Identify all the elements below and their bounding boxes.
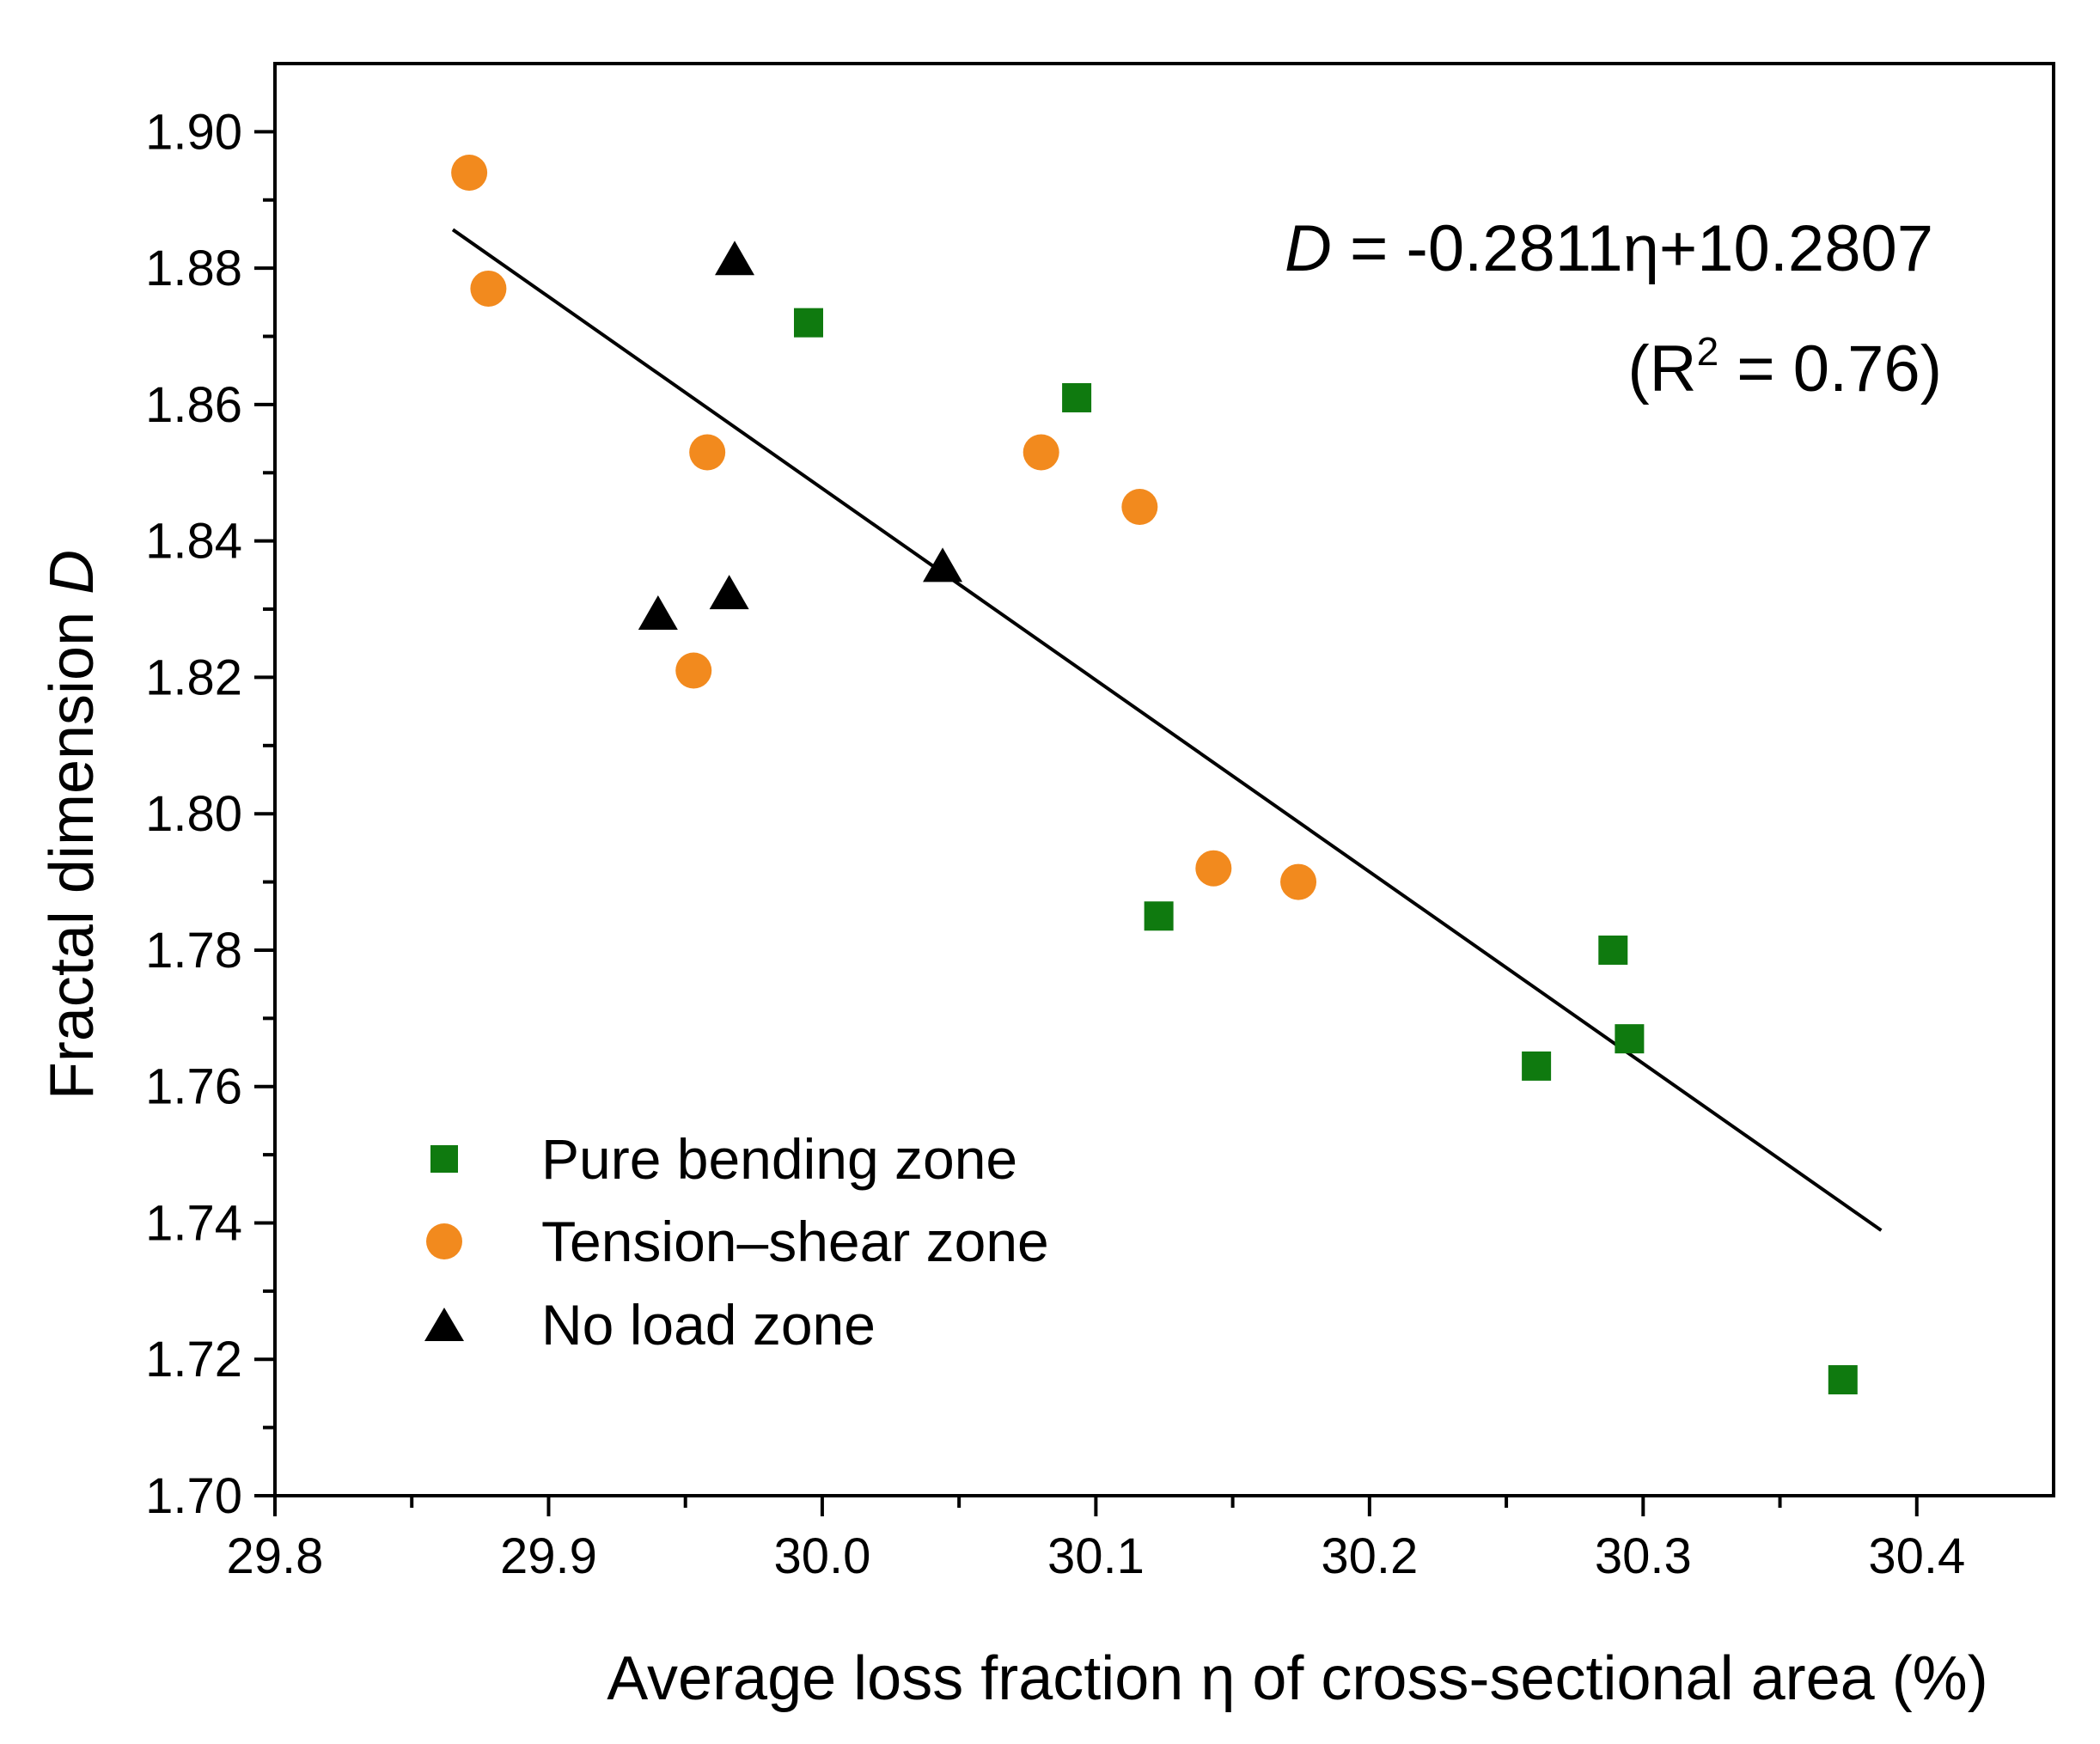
regression-line [451,228,1883,1232]
x-axis-title: Average loss fraction η of cross-section… [607,1644,1987,1713]
pure-bending-point [1828,1365,1858,1395]
tension-shear-point [1195,850,1232,887]
y-axis-title-variable: D [38,550,107,595]
y-tick-label: 1.72 [145,1332,242,1387]
r-squared-open: (R [1627,332,1696,406]
r-squared-close: = 0.76) [1718,332,1942,406]
y-axis-title-text: Fractal dimension [38,595,107,1100]
r-squared-label: (R2 = 0.76) [1627,329,1942,406]
equation-body: = -0.2811η+10.2807 [1332,212,1933,285]
tension-shear-point [689,434,726,471]
legend-marker-pure-bending [430,1145,458,1173]
y-tick-label: 1.82 [145,649,242,705]
x-tick-label: 30.3 [1595,1528,1692,1584]
x-tick-label: 30.2 [1321,1528,1418,1584]
legend-label-no-load: No load zone [541,1293,876,1357]
legend: Pure bending zone Tension–shear zone No … [424,1127,1049,1357]
data-points [451,155,1858,1395]
pure-bending-point [1144,901,1174,931]
y-axis-title: Fractal dimension D [38,550,107,1100]
pure-bending-point [794,308,823,338]
pure-bending-point [1615,1024,1645,1054]
no-load-point [638,595,678,630]
y-tick-label: 1.84 [145,514,242,570]
legend-marker-tension-shear [426,1223,462,1259]
fit-line-group [451,228,1883,1232]
pure-bending-point [1598,935,1628,965]
tension-shear-point [470,270,507,307]
legend-label-tension-shear: Tension–shear zone [541,1210,1049,1273]
y-tick-label: 1.80 [145,786,242,842]
tension-shear-point [1023,434,1059,471]
y-tick-label: 1.78 [145,923,242,979]
y-tick-label: 1.86 [145,377,242,433]
pure-bending-point [1062,382,1092,412]
tension-shear-point [1121,488,1158,525]
y-tick-label: 1.88 [145,241,242,296]
y-tick-label: 1.70 [145,1468,242,1524]
equation-label: D = -0.2811η+10.2807 [1285,212,1933,285]
x-tick-label: 30.1 [1047,1528,1145,1584]
x-tick-label: 30.0 [773,1528,870,1584]
x-tick-label: 29.8 [227,1528,324,1584]
y-tick-label: 1.90 [145,104,242,160]
tension-shear-point [1280,863,1317,900]
x-tick-label: 29.9 [500,1528,597,1584]
tension-shear-point [451,155,488,192]
axes: 29.8 29.9 30.0 30.1 30.2 30.3 30.4 1.70 1.72 1.74… [145,62,2055,1584]
r-squared-exponent: 2 [1697,329,1719,374]
pure-bending-point [1522,1051,1552,1081]
legend-label-pure-bending: Pure bending zone [541,1127,1017,1191]
tension-shear-point [675,652,712,689]
no-load-point [709,575,749,610]
no-load-point [715,241,755,276]
legend-marker-no-load [424,1308,464,1341]
no-load-point [923,547,963,582]
y-tick-label: 1.74 [145,1195,242,1251]
equation-variable: D [1285,212,1332,285]
x-tick-label: 30.4 [1868,1528,1965,1584]
y-tick-label: 1.76 [145,1059,242,1115]
plot-frame [273,62,2055,1497]
